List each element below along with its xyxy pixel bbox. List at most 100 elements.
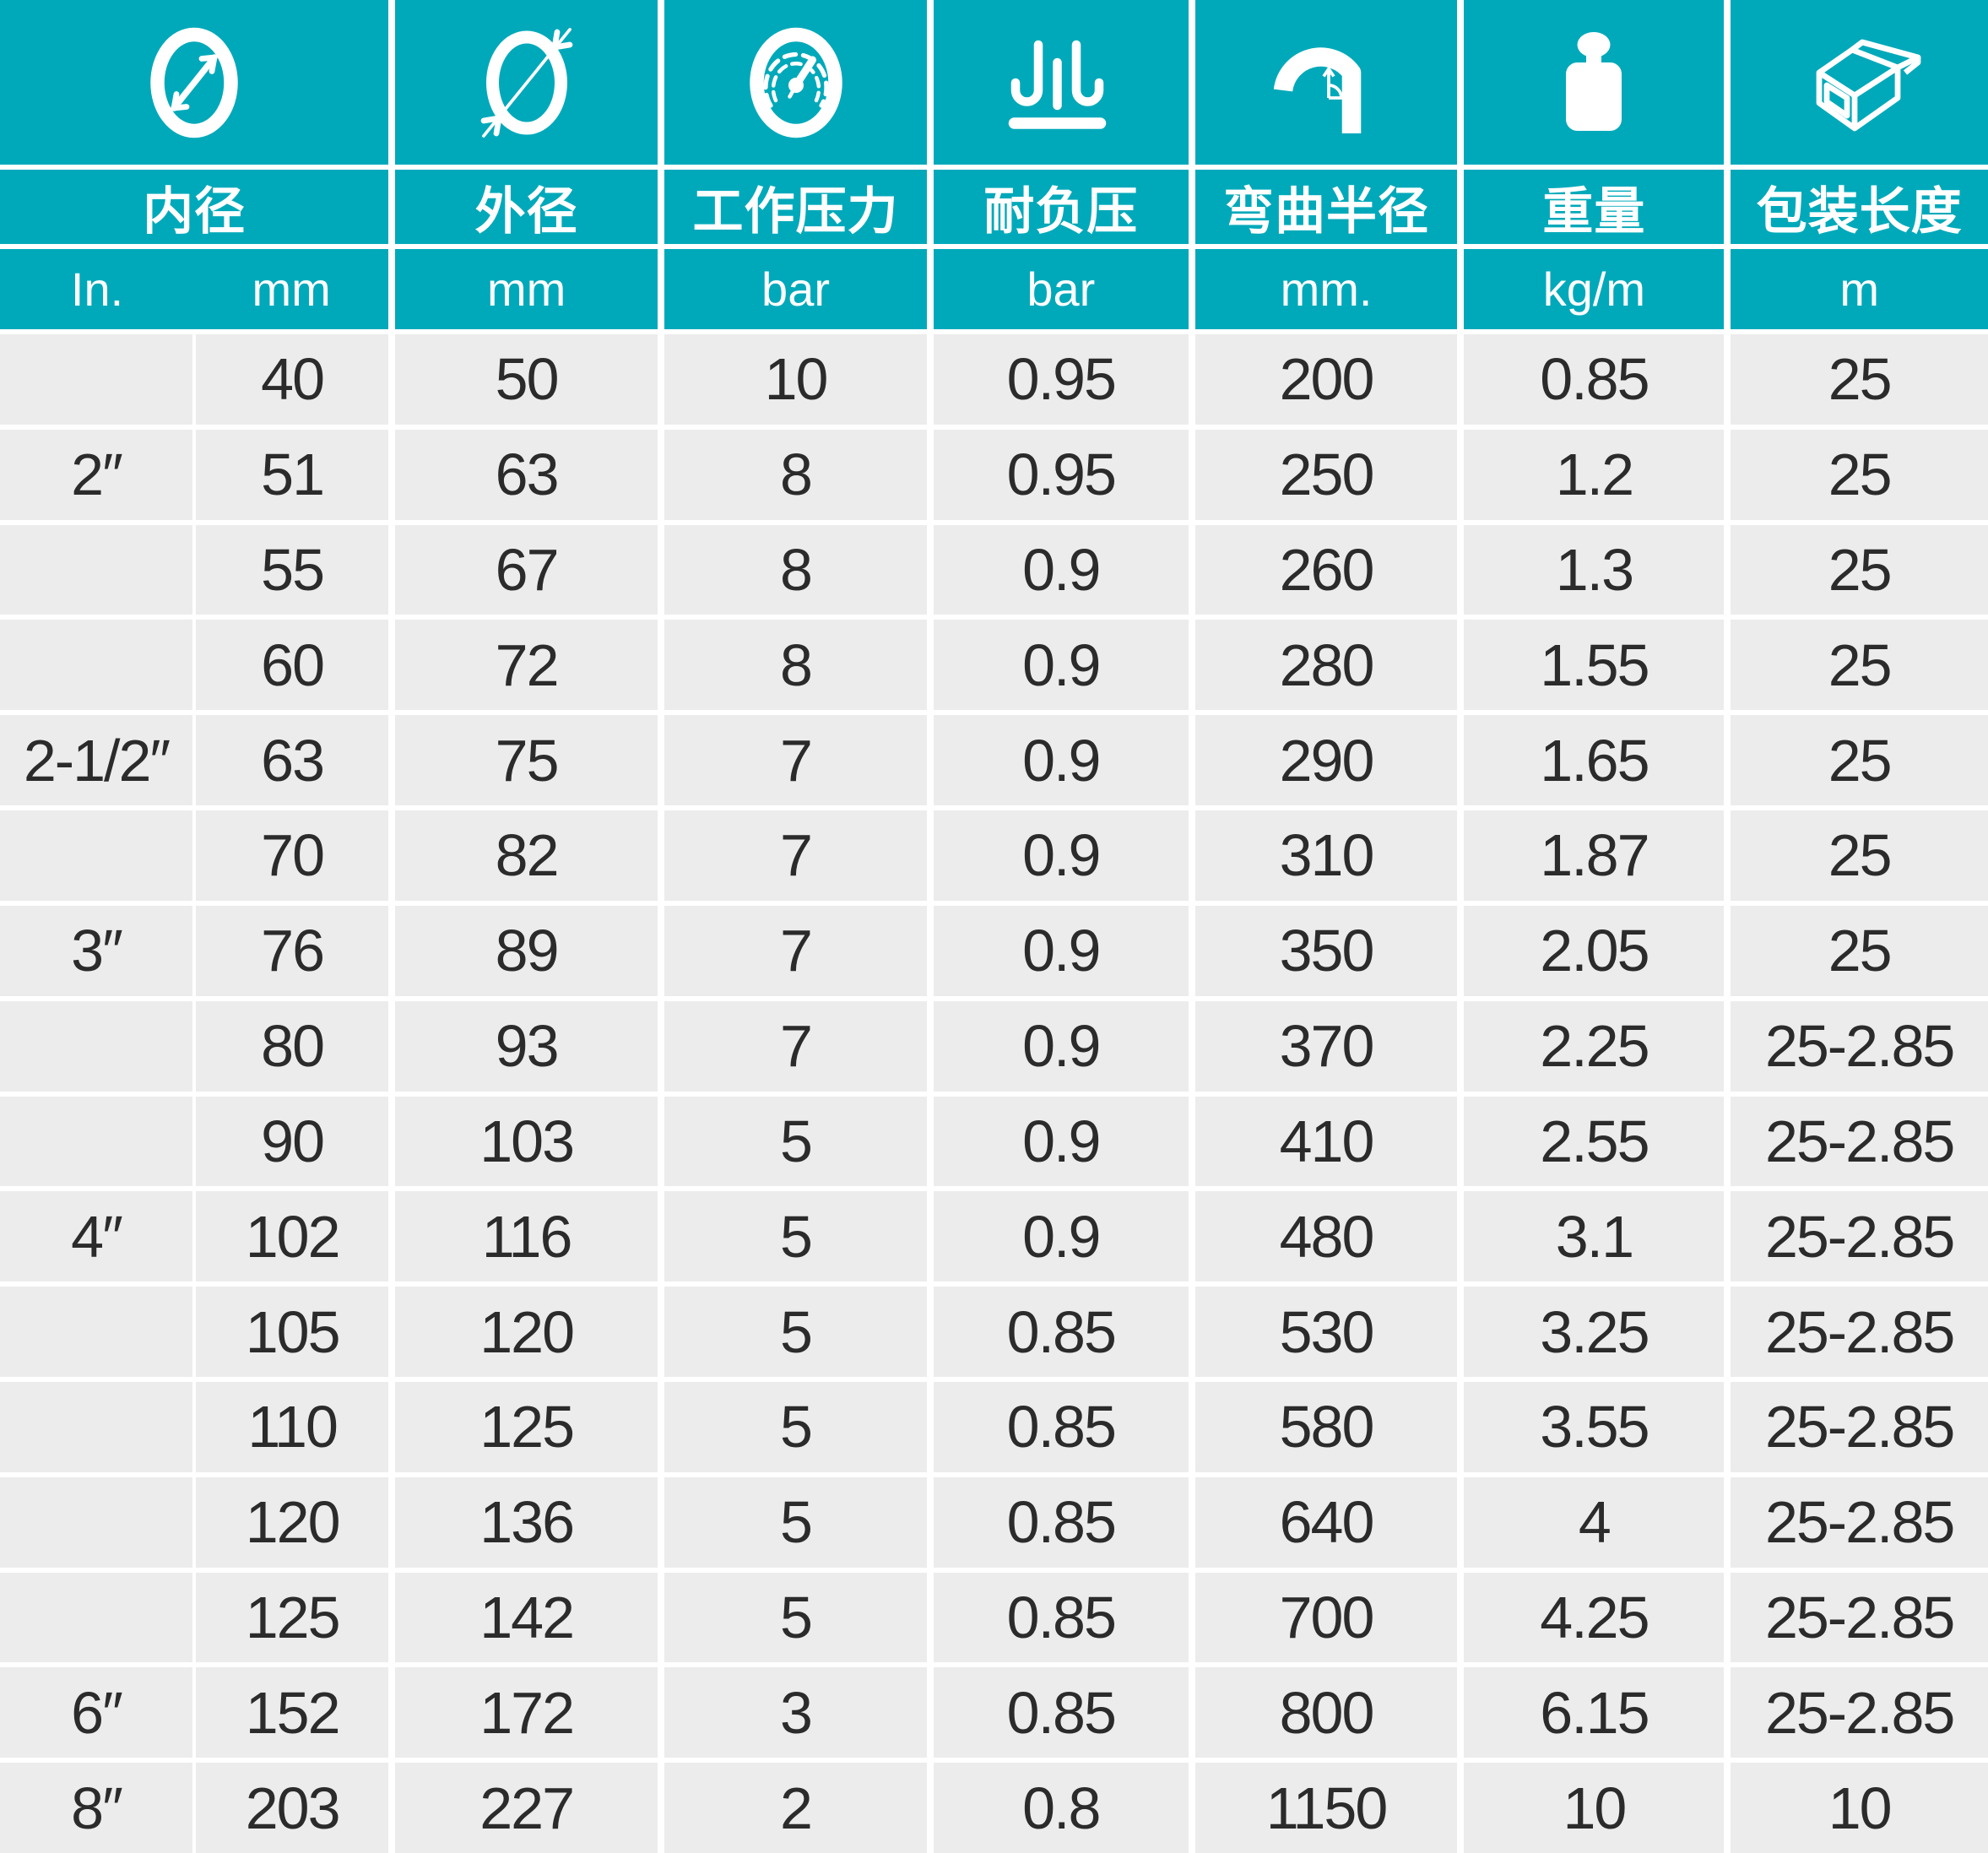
weight-value: 2.25 bbox=[1464, 1000, 1725, 1092]
outer-diameter-value: 120 bbox=[395, 1287, 658, 1377]
inch-size-value: 4″ bbox=[0, 1191, 193, 1282]
inch-size-value bbox=[0, 1000, 193, 1092]
table-row-first-cell: 110 bbox=[0, 1381, 389, 1472]
table-row-first-cell: 4″ 102 bbox=[0, 1191, 389, 1282]
package-length-value: 25-2.85 bbox=[1731, 1096, 1988, 1187]
working-pressure-unit: bar bbox=[664, 249, 927, 329]
inner-diameter-value: 70 bbox=[196, 810, 389, 901]
inner-diameter-value: 120 bbox=[196, 1476, 389, 1568]
package-length-value: 25-2.85 bbox=[1731, 1287, 1988, 1377]
package-length-value: 25 bbox=[1731, 810, 1988, 901]
vacuum-value: 0.85 bbox=[933, 1572, 1189, 1663]
pressure-gauge-icon bbox=[749, 27, 842, 138]
outer-diameter-value: 93 bbox=[395, 1000, 658, 1092]
bend-radius-unit: mm. bbox=[1194, 249, 1458, 329]
inch-size-value: 6″ bbox=[0, 1667, 193, 1758]
package-length-label: 包装长度 bbox=[1731, 170, 1988, 244]
bend-radius-value: 480 bbox=[1194, 1191, 1458, 1282]
working-pressure-value: 7 bbox=[664, 1000, 927, 1092]
table-row-first-cell: 40 bbox=[0, 334, 389, 425]
outer-diameter-value: 172 bbox=[395, 1667, 658, 1758]
weight-value: 2.55 bbox=[1464, 1096, 1725, 1187]
vacuum-value: 0.95 bbox=[933, 334, 1189, 425]
inner-diameter-icon bbox=[150, 27, 238, 138]
outer-diameter-value: 67 bbox=[395, 524, 658, 615]
vacuum-value: 0.9 bbox=[933, 905, 1189, 996]
bend-radius-value: 310 bbox=[1194, 810, 1458, 901]
vacuum-value: 0.9 bbox=[933, 810, 1189, 901]
package-length-value: 25-2.85 bbox=[1731, 1667, 1988, 1758]
outer-diameter-value: 82 bbox=[395, 810, 658, 901]
working-pressure-value: 5 bbox=[664, 1191, 927, 1282]
weight-value: 1.3 bbox=[1464, 524, 1725, 615]
inner-diameter-value: 63 bbox=[196, 715, 389, 806]
inch-size-value: 8″ bbox=[0, 1763, 193, 1853]
vacuum-value: 0.9 bbox=[933, 1191, 1189, 1282]
package-length-value: 25-2.85 bbox=[1731, 1000, 1988, 1092]
vacuum-value: 0.95 bbox=[933, 429, 1189, 520]
weight-value: 2.05 bbox=[1464, 905, 1725, 996]
outer-diameter-value: 63 bbox=[395, 429, 658, 520]
table-row-first-cell: 2-1/2″ 63 bbox=[0, 715, 389, 806]
working-pressure-value: 5 bbox=[664, 1572, 927, 1663]
bend-radius-value: 350 bbox=[1194, 905, 1458, 996]
inner-diameter-value: 110 bbox=[196, 1381, 389, 1472]
inch-size-value bbox=[0, 524, 193, 615]
package-length-value: 25-2.85 bbox=[1731, 1381, 1988, 1472]
inner-diameter-value: 152 bbox=[196, 1667, 389, 1758]
table-row-first-cell: 105 bbox=[0, 1287, 389, 1377]
inch-size-value: 2-1/2″ bbox=[0, 715, 193, 806]
inner-diameter-value: 55 bbox=[196, 524, 389, 615]
bend-radius-value: 250 bbox=[1194, 429, 1458, 520]
outer-diameter-value: 125 bbox=[395, 1381, 658, 1472]
vacuum-value: 0.8 bbox=[933, 1763, 1189, 1853]
working-pressure-value: 5 bbox=[664, 1096, 927, 1187]
weight-value: 0.85 bbox=[1464, 334, 1725, 425]
working-pressure-value: 3 bbox=[664, 1667, 927, 1758]
outer-diameter-value: 89 bbox=[395, 905, 658, 996]
inner-diameter-header-cell bbox=[0, 0, 389, 165]
package-length-value: 10 bbox=[1731, 1763, 1988, 1853]
vacuum-value: 0.9 bbox=[933, 1096, 1189, 1187]
bend-radius-value: 640 bbox=[1194, 1476, 1458, 1568]
package-length-value: 25 bbox=[1731, 429, 1988, 520]
vacuum-icon bbox=[1008, 40, 1107, 129]
outer-diameter-value: 75 bbox=[395, 715, 658, 806]
inner-diameter-value: 203 bbox=[196, 1763, 389, 1853]
working-pressure-value: 7 bbox=[664, 905, 927, 996]
package-length-value: 25 bbox=[1731, 715, 1988, 806]
inner-diameter-value: 76 bbox=[196, 905, 389, 996]
table-row-first-cell: 70 bbox=[0, 810, 389, 901]
working-pressure-header-cell bbox=[664, 0, 927, 165]
weight-value: 4.25 bbox=[1464, 1572, 1725, 1663]
package-icon bbox=[1816, 39, 1921, 131]
weight-icon bbox=[1566, 31, 1622, 131]
bend-radius-icon bbox=[1273, 46, 1362, 133]
weight-value: 3.55 bbox=[1464, 1381, 1725, 1472]
table-row-first-cell: 80 bbox=[0, 1000, 389, 1092]
table-row-first-cell: 125 bbox=[0, 1572, 389, 1663]
outer-diameter-value: 103 bbox=[395, 1096, 658, 1187]
table-row-first-cell: 90 bbox=[0, 1096, 389, 1187]
inch-size-value bbox=[0, 1096, 193, 1187]
table-row-first-cell: 60 bbox=[0, 620, 389, 711]
inner-diameter-value: 60 bbox=[196, 620, 389, 711]
package-length-value: 25 bbox=[1731, 905, 1988, 996]
bend-radius-value: 260 bbox=[1194, 524, 1458, 615]
weight-value: 4 bbox=[1464, 1476, 1725, 1568]
bend-radius-value: 530 bbox=[1194, 1287, 1458, 1377]
weight-header-cell bbox=[1464, 0, 1725, 165]
table-row-first-cell: 2″ 51 bbox=[0, 429, 389, 520]
bend-radius-value: 410 bbox=[1194, 1096, 1458, 1187]
bend-radius-value: 290 bbox=[1194, 715, 1458, 806]
inch-size-value bbox=[0, 620, 193, 711]
working-pressure-value: 8 bbox=[664, 429, 927, 520]
weight-value: 3.1 bbox=[1464, 1191, 1725, 1282]
inch-size-value bbox=[0, 1287, 193, 1377]
inner-diameter-value: 51 bbox=[196, 429, 389, 520]
inner-diameter-value: 80 bbox=[196, 1000, 389, 1092]
inner-diameter-value: 105 bbox=[196, 1287, 389, 1377]
inch-size-value bbox=[0, 1572, 193, 1663]
table-row-first-cell: 6″ 152 bbox=[0, 1667, 389, 1758]
working-pressure-value: 8 bbox=[664, 524, 927, 615]
